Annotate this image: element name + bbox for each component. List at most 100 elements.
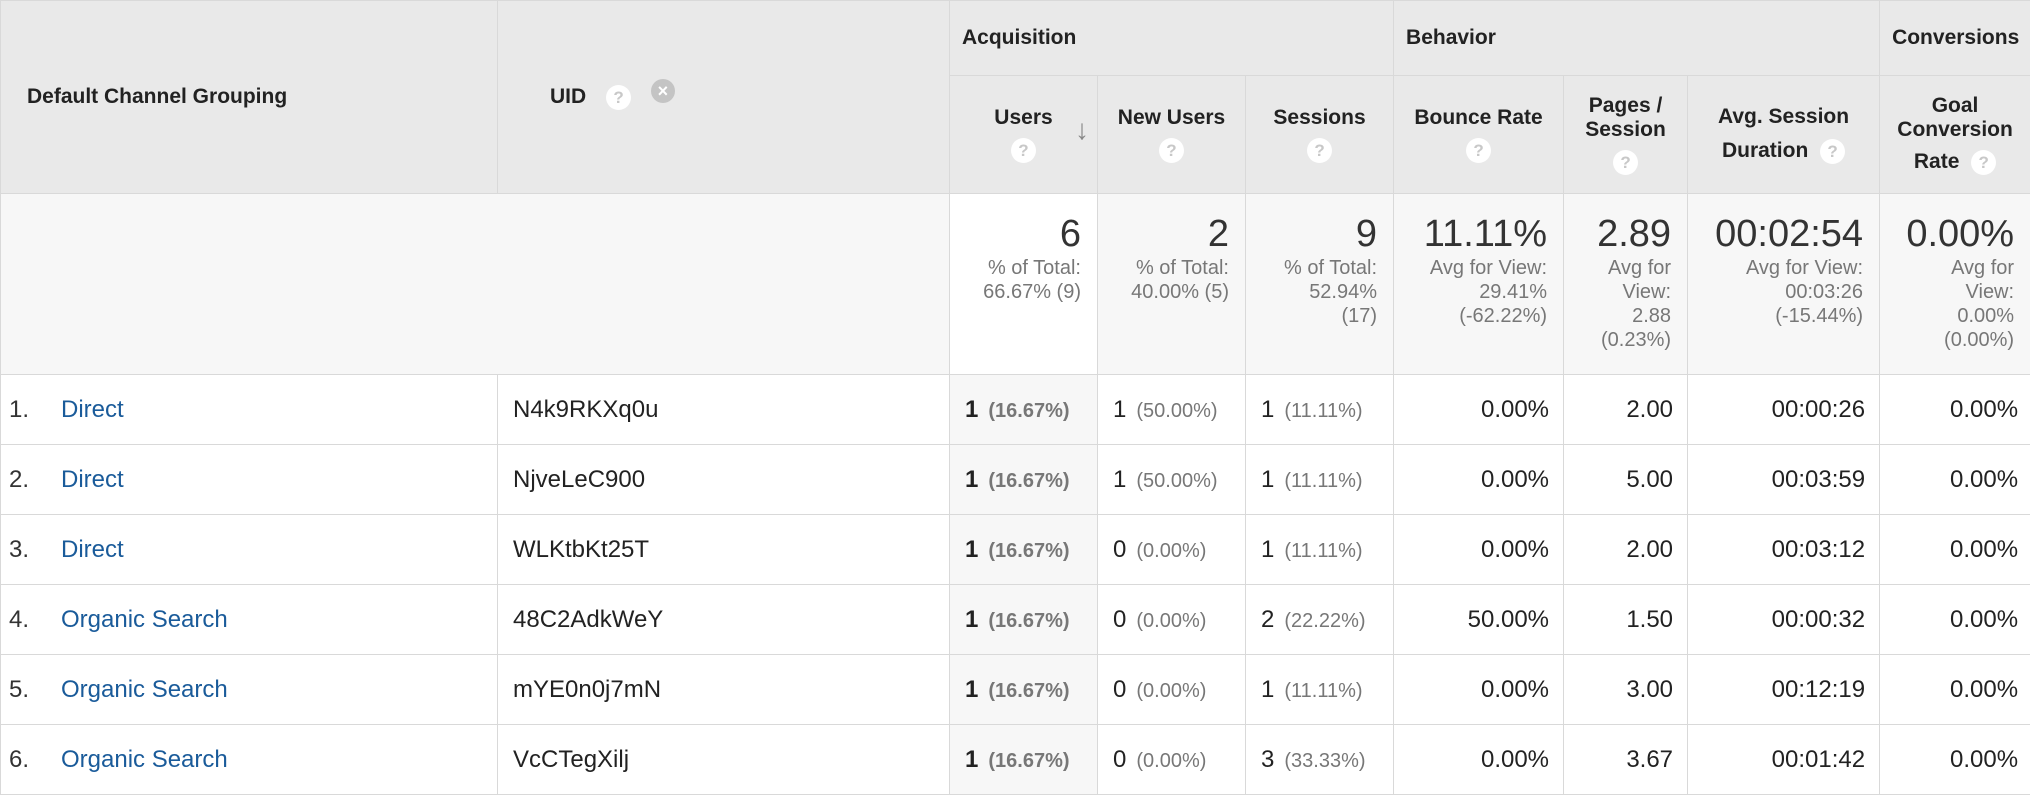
- total-bounce-rate: 11.11% Avg for View: 29.41% (-62.22%): [1393, 193, 1565, 375]
- total-pages-session: 2.89 Avg for View: 2.88 (0.23%): [1563, 193, 1689, 375]
- uid-cell: N4k9RKXq0u: [497, 374, 950, 445]
- channel-link[interactable]: Organic Search: [61, 675, 228, 703]
- pages-session-cell: 3.67: [1563, 724, 1689, 795]
- bounce-rate-cell: 0.00%: [1393, 374, 1565, 445]
- group-header-conversions: Conversions: [1879, 0, 2030, 76]
- goal-conversion-rate-cell: 0.00%: [1879, 654, 2030, 725]
- new-users-cell: 1 (50.00%): [1097, 444, 1246, 515]
- users-cell: 1 (16.67%): [949, 654, 1098, 725]
- bounce-rate-cell: 0.00%: [1393, 654, 1565, 725]
- help-icon[interactable]: ?: [1011, 138, 1036, 163]
- report-table: Default Channel Grouping UID ? × Acquisi…: [0, 0, 2030, 795]
- channel-cell: 5. Organic Search: [0, 654, 498, 725]
- pages-session-cell: 3.00: [1563, 654, 1689, 725]
- sessions-cell: 3 (33.33%): [1244, 724, 1395, 795]
- uid-cell: mYE0n0j7mN: [497, 654, 950, 725]
- row-number: 6.: [9, 745, 30, 773]
- table-row: 2. Direct NjveLeC900 1 (16.67%) 1 (50.00%) …: [0, 444, 2030, 515]
- table-row: 5. Organic Search mYE0n0j7mN 1 (16.67%) 0(…: [0, 654, 2030, 725]
- totals-blank: [0, 193, 950, 375]
- channel-cell: 6. Organic Search: [0, 724, 498, 795]
- users-cell: 1 (16.67%): [949, 584, 1098, 655]
- channel-cell: 1. Direct: [0, 374, 498, 445]
- sessions-cell: 2 (22.22%): [1244, 584, 1395, 655]
- table-row: 6. Organic Search VcCTegXilj 1 (16.67%) 0(…: [0, 724, 2030, 795]
- bounce-rate-cell: 0.00%: [1393, 514, 1565, 585]
- new-users-cell: 0 (0.00%): [1097, 514, 1246, 585]
- help-icon[interactable]: ?: [1613, 150, 1639, 175]
- pages-session-cell: 5.00: [1563, 444, 1689, 515]
- pages-session-cell: 2.00: [1563, 374, 1689, 445]
- row-number: 2.: [9, 465, 30, 493]
- row-number: 1.: [9, 395, 30, 423]
- goal-conversion-rate-cell: 0.00%: [1879, 374, 2030, 445]
- total-sessions: 9 % of Total: 52.94% (17): [1244, 193, 1395, 375]
- avg-session-duration-cell: 00:01:42: [1687, 724, 1881, 795]
- goal-conversion-rate-cell: 0.00%: [1879, 584, 2030, 655]
- help-icon[interactable]: ?: [1971, 150, 1997, 175]
- sessions-cell: 1 (11.11%): [1244, 444, 1395, 515]
- sessions-cell: 1 (11.11%): [1244, 514, 1395, 585]
- goal-conversion-rate-cell: 0.00%: [1879, 514, 2030, 585]
- uid-cell: 48C2AdkWeY: [497, 584, 950, 655]
- total-avg-session-duration: 00:02:54 Avg for View: 00:03:26 (-15.44%…: [1687, 193, 1881, 375]
- total-goal-conversion-rate: 0.00% Avg for View: 0.00% (0.00%): [1879, 193, 2030, 375]
- sessions-cell: 1 (11.11%): [1244, 374, 1395, 445]
- bounce-rate-cell: 50.00%: [1393, 584, 1565, 655]
- channel-link[interactable]: Direct: [61, 465, 124, 493]
- uid-cell: NjveLeC900: [497, 444, 950, 515]
- metric-header-new-users[interactable]: New Users ?: [1097, 75, 1246, 194]
- avg-session-duration-cell: 00:00:26: [1687, 374, 1881, 445]
- totals-row: 6 % of Total: 66.67% (9) 2 % of Total: 4…: [0, 193, 2030, 375]
- goal-conversion-rate-cell: 0.00%: [1879, 444, 2030, 515]
- dimension-header-uid[interactable]: UID ? ×: [497, 0, 950, 194]
- users-cell: 1 (16.67%): [949, 724, 1098, 795]
- row-number: 4.: [9, 605, 30, 633]
- pages-session-cell: 2.00: [1563, 514, 1689, 585]
- uid-cell: VcCTegXilj: [497, 724, 950, 795]
- help-icon[interactable]: ?: [1307, 138, 1333, 163]
- header-group-row: Default Channel Grouping UID ? × Acquisi…: [0, 0, 2030, 194]
- channel-link[interactable]: Organic Search: [61, 605, 228, 633]
- metric-header-goal-conversion-rate[interactable]: Goal Conversion Rate ?: [1879, 75, 2030, 194]
- group-header-acquisition: Acquisition: [948, 0, 1395, 76]
- avg-session-duration-cell: 00:03:59: [1687, 444, 1881, 515]
- avg-session-duration-cell: 00:00:32: [1687, 584, 1881, 655]
- group-header-behavior: Behavior: [1393, 0, 1881, 76]
- total-new-users: 2 % of Total: 40.00% (5): [1097, 193, 1246, 375]
- row-number: 3.: [9, 535, 30, 563]
- channel-cell: 3. Direct: [0, 514, 498, 585]
- bounce-rate-cell: 0.00%: [1393, 724, 1565, 795]
- row-number: 5.: [9, 675, 30, 703]
- help-icon[interactable]: ?: [1159, 138, 1184, 163]
- new-users-cell: 0 (0.00%): [1097, 584, 1246, 655]
- new-users-cell: 1 (50.00%): [1097, 374, 1246, 445]
- metric-header-bounce-rate[interactable]: Bounce Rate ?: [1393, 75, 1565, 194]
- avg-session-duration-cell: 00:03:12: [1687, 514, 1881, 585]
- users-cell: 1 (16.67%): [949, 514, 1098, 585]
- sessions-cell: 1 (11.11%): [1244, 654, 1395, 725]
- channel-link[interactable]: Organic Search: [61, 745, 228, 773]
- channel-cell: 4. Organic Search: [0, 584, 498, 655]
- metric-header-avg-session-duration[interactable]: Avg. Session Duration ?: [1687, 75, 1881, 194]
- table-row: 4. Organic Search 48C2AdkWeY 1 (16.67%) 0(…: [0, 584, 2030, 655]
- channel-link[interactable]: Direct: [61, 535, 124, 563]
- metric-header-users[interactable]: Users ? ↓: [949, 75, 1098, 194]
- help-icon[interactable]: ?: [1466, 138, 1492, 163]
- channel-link[interactable]: Direct: [61, 395, 124, 423]
- users-cell: 1 (16.67%): [949, 444, 1098, 515]
- pages-session-cell: 1.50: [1563, 584, 1689, 655]
- dimension-header-channel[interactable]: Default Channel Grouping: [0, 0, 498, 194]
- help-icon[interactable]: ?: [606, 84, 632, 110]
- channel-cell: 2. Direct: [0, 444, 498, 515]
- new-users-cell: 0 (0.00%): [1097, 654, 1246, 725]
- table-row: 1. Direct N4k9RKXq0u 1 (16.67%) 1 (50.00%) …: [0, 374, 2030, 445]
- sort-arrow-down-icon[interactable]: ↓: [1075, 114, 1089, 145]
- metric-header-sessions[interactable]: Sessions ?: [1244, 75, 1395, 194]
- remove-dimension-icon[interactable]: ×: [650, 79, 675, 103]
- metric-header-row: Users ? ↓ New Users ? Sessions ? Bounce …: [1, 75, 2030, 194]
- total-users: 6 % of Total: 66.67% (9): [949, 193, 1098, 375]
- metric-header-pages-session[interactable]: Pages / Session ?: [1563, 75, 1689, 194]
- new-users-cell: 0 (0.00%): [1097, 724, 1246, 795]
- help-icon[interactable]: ?: [1820, 139, 1846, 164]
